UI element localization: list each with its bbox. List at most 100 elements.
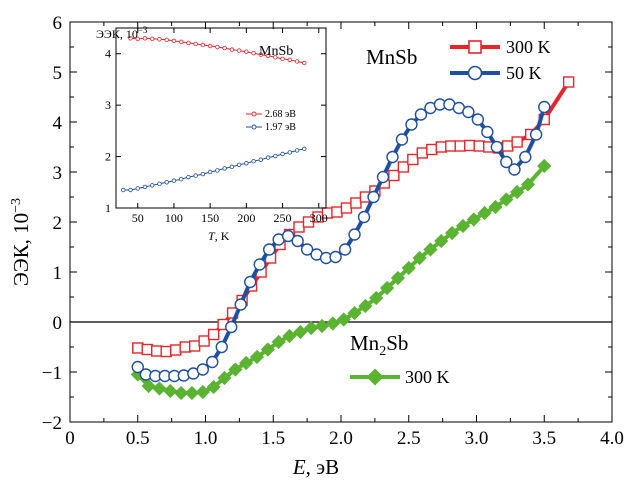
legend-label-300k-mn2sb: 300 K <box>405 367 450 387</box>
y-tick-label: 1 <box>53 263 63 284</box>
inset-title: MnSb <box>259 44 293 59</box>
data-point <box>304 320 319 336</box>
data-point <box>234 298 247 311</box>
inset-data-point <box>215 168 220 173</box>
x-tick-label: 4.0 <box>600 428 624 449</box>
data-point <box>388 169 400 182</box>
data-point <box>481 125 494 139</box>
data-point <box>206 379 221 395</box>
data-point <box>141 378 156 394</box>
legend-label-50k: 50 K <box>506 63 542 83</box>
inset-data-point <box>150 183 155 188</box>
data-point <box>510 184 525 200</box>
data-point <box>228 362 243 377</box>
data-point <box>416 147 428 159</box>
data-point <box>376 170 390 184</box>
data-point <box>152 381 167 396</box>
y-tick-label: 5 <box>53 63 63 84</box>
data-point <box>434 233 449 249</box>
inset-data-point <box>294 59 300 64</box>
data-point <box>357 210 371 224</box>
inset-series-layer <box>121 36 307 193</box>
data-point <box>445 140 457 152</box>
data-point <box>473 140 485 152</box>
inset-frame <box>115 27 327 209</box>
data-point <box>445 225 460 241</box>
inset-x-tick-label: 250 <box>274 211 292 225</box>
data-point <box>435 141 447 153</box>
inset-y-tick-label: 4 <box>105 47 111 61</box>
y-tick-label: −1 <box>42 363 62 384</box>
inset-data-point <box>251 51 256 56</box>
data-point <box>455 218 471 234</box>
inset-data-point <box>273 55 278 60</box>
y-tick-label: 3 <box>53 163 63 184</box>
data-point <box>293 221 305 233</box>
y-tick-label: 2 <box>53 213 63 234</box>
data-point <box>184 385 200 401</box>
series-line-mn2sb-300-k <box>136 164 546 395</box>
inset-data-point <box>164 180 169 185</box>
inset-data-point <box>135 186 140 191</box>
data-point <box>401 260 416 276</box>
inset-legend-marker-268 <box>251 111 257 117</box>
y-tick-label: −2 <box>42 413 62 434</box>
inset-data-point <box>150 36 155 41</box>
data-point <box>207 328 220 341</box>
data-point <box>179 341 191 353</box>
data-point <box>291 234 304 248</box>
main-axes: 0 0.5 1.0 1.5 2.0 2.5 3.0 3.5 4.0 −2 −1 0 1 2 3 4 5 6 <box>42 13 624 449</box>
mnsb-label: MnSb <box>366 45 417 69</box>
data-point <box>488 199 503 215</box>
inset-data-point <box>258 52 264 57</box>
x-tick-label: 0.5 <box>126 428 150 449</box>
inset-data-point <box>215 44 220 50</box>
inset-data-point <box>251 158 256 164</box>
data-point <box>562 76 575 88</box>
x-tick-label: 3.5 <box>532 428 556 449</box>
x-tick-label: 3.0 <box>465 428 489 449</box>
inset-data-point <box>265 53 271 58</box>
data-point <box>195 384 210 400</box>
inset-data-point <box>200 171 206 177</box>
legend-marker-50k <box>467 65 483 81</box>
data-point <box>538 100 551 114</box>
data-point <box>293 324 308 340</box>
inset-data-point <box>193 173 198 178</box>
inset-legend-label-197: 1.97 эВ <box>265 122 296 133</box>
inset-data-point <box>265 155 271 160</box>
data-point <box>314 318 330 334</box>
inset-data-point <box>287 150 292 155</box>
legend-mn2sb: 300 K <box>350 367 450 387</box>
inset-data-point <box>280 56 285 62</box>
y-tick-label: 4 <box>53 113 63 134</box>
inset-data-point <box>229 47 235 52</box>
data-point <box>338 243 352 256</box>
inset-data-point <box>229 164 235 170</box>
data-point <box>244 275 257 289</box>
data-point <box>423 242 438 257</box>
inset-axes: 50 100 150 200 250 300 1 2 3 4 <box>105 28 328 225</box>
inset-data-point <box>135 36 140 41</box>
inset-data-point <box>207 169 213 175</box>
data-point <box>262 243 276 256</box>
data-point <box>519 150 532 164</box>
inset-data-point <box>222 166 227 171</box>
inset-y-tick-label: 1 <box>105 201 111 215</box>
data-point <box>390 270 405 286</box>
data-point <box>379 280 395 296</box>
inset-data-point <box>128 187 133 193</box>
data-point <box>336 312 351 327</box>
data-point <box>169 344 182 356</box>
inset-data-point <box>142 184 148 190</box>
data-point <box>462 105 475 119</box>
data-point <box>508 163 521 176</box>
inset-data-point <box>171 38 177 44</box>
inset-x-tick-label: 300 <box>310 211 328 225</box>
data-point <box>198 335 210 347</box>
data-point <box>454 140 466 152</box>
data-point <box>414 108 428 121</box>
data-point <box>499 192 514 207</box>
inset-x-tick-label: 200 <box>237 211 255 225</box>
